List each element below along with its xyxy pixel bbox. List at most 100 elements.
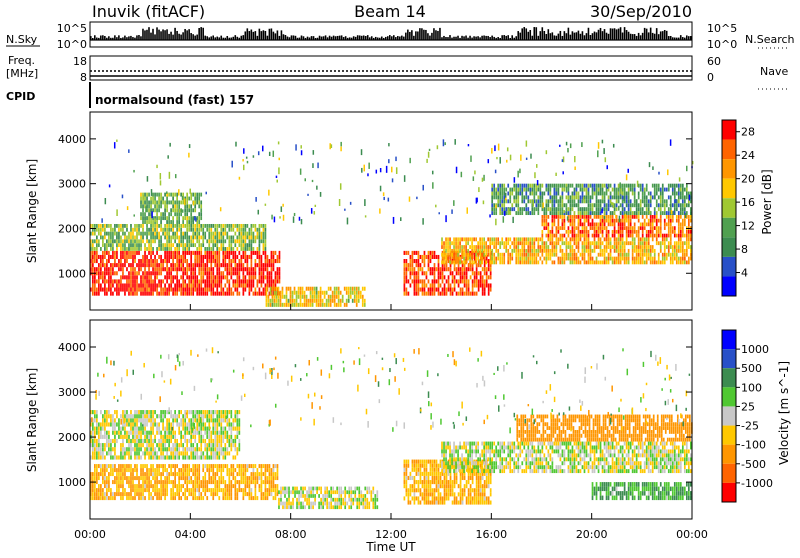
heatmap-cell [142,239,144,243]
heatmap-cell [600,207,602,211]
heatmap-cell [198,247,200,251]
heatmap-cell [162,472,164,476]
heatmap-cell [259,239,261,243]
heatmap-cell [204,476,206,480]
heatmap-cell [614,211,616,215]
heatmap-cell [490,271,492,275]
heatmap-cell [554,245,556,249]
heatmap-cell [584,219,586,223]
heatmap-cell [232,472,234,476]
cpid-mode-text: normalsound (fast) 157 [95,93,254,107]
heatmap-cell [186,267,188,271]
heatmap-cell [265,251,267,255]
heatmap-cell [648,237,650,241]
heatmap-cell [124,468,126,472]
heatmap-cell [150,464,152,468]
heatmap-cell [164,247,166,251]
heatmap-cell [570,260,572,264]
heatmap-cell [588,249,590,253]
heatmap-cell [550,237,552,241]
heatmap-cell [596,260,598,264]
heatmap-cell [330,303,332,307]
heatmap-cell [146,271,148,275]
heatmap-cell [678,211,680,215]
heatmap-cell [102,263,104,267]
heatmap-cell [608,203,610,207]
heatmap-cell [314,291,316,295]
heatmap-cell [662,192,664,196]
heatmap-cell [96,492,98,496]
heatmap-cell [328,295,330,299]
heatmap-cell [588,199,590,203]
heatmap-cell [438,283,440,287]
heatmap-cell [449,237,451,241]
heatmap-cell [156,204,158,208]
scatter-echo [495,219,497,226]
heatmap-cell [572,257,574,261]
heatmap-cell [152,232,154,236]
scatter-echo [311,208,313,214]
heatmap-cell [271,279,273,283]
heatmap-cell [144,484,146,488]
nsky-bar [160,31,162,40]
heatmap-cell [204,255,206,259]
heatmap-cell [102,279,104,283]
heatmap-cell [210,232,212,236]
heatmap-cell [146,279,148,283]
heatmap-cell [612,230,614,234]
heatmap-cell [459,260,461,264]
heatmap-cell [208,472,210,476]
heatmap-cell [222,492,224,496]
heatmap-cell [630,188,632,192]
heatmap-cell [172,488,174,492]
heatmap-cell [102,271,104,275]
heatmap-cell [198,220,200,224]
heatmap-cell [554,234,556,238]
nsky-bar [425,30,427,40]
heatmap-cell [251,259,253,263]
heatmap-cell [348,295,350,299]
heatmap-cell [598,260,600,264]
heatmap-cell [198,212,200,216]
heatmap-cell [602,249,604,253]
heatmap-cell [238,292,240,296]
heatmap-cell [168,259,170,263]
heatmap-cell [662,237,664,241]
heatmap-cell [418,288,420,292]
heatmap-cell [204,464,206,468]
heatmap-cell [228,224,230,228]
heatmap-cell [274,291,276,295]
heatmap-cell [438,288,440,292]
heatmap-cell [192,488,194,492]
heatmap-cell [468,267,470,271]
heatmap-cell [202,239,204,243]
heatmap-cell [268,303,270,307]
heatmap-cell [298,303,300,307]
heatmap-cell [130,243,132,247]
heatmap-cell [257,496,259,500]
heatmap-cell [122,275,124,279]
heatmap-cell [618,188,620,192]
heatmap-cell [680,241,682,245]
heatmap-cell [176,267,178,271]
scatter-echo [220,207,222,211]
heatmap-cell [622,207,624,211]
heatmap-cell [126,228,128,232]
heatmap-cell [535,260,537,264]
heatmap-cell [684,257,686,261]
heatmap-cell [668,207,670,211]
heatmap-cell [251,480,253,484]
nsky-bar [558,34,560,40]
heatmap-cell [192,484,194,488]
heatmap-cell [172,472,174,476]
nsky-bar [174,28,176,40]
heatmap-cell [277,267,279,271]
heatmap-cell [600,222,602,226]
heatmap-cell [410,259,412,263]
heatmap-cell [96,228,98,232]
heatmap-cell [190,239,192,243]
nsky-bar [184,29,186,40]
heatmap-cell [574,230,576,234]
heatmap-cell [503,203,505,207]
heatmap-cell [678,184,680,188]
